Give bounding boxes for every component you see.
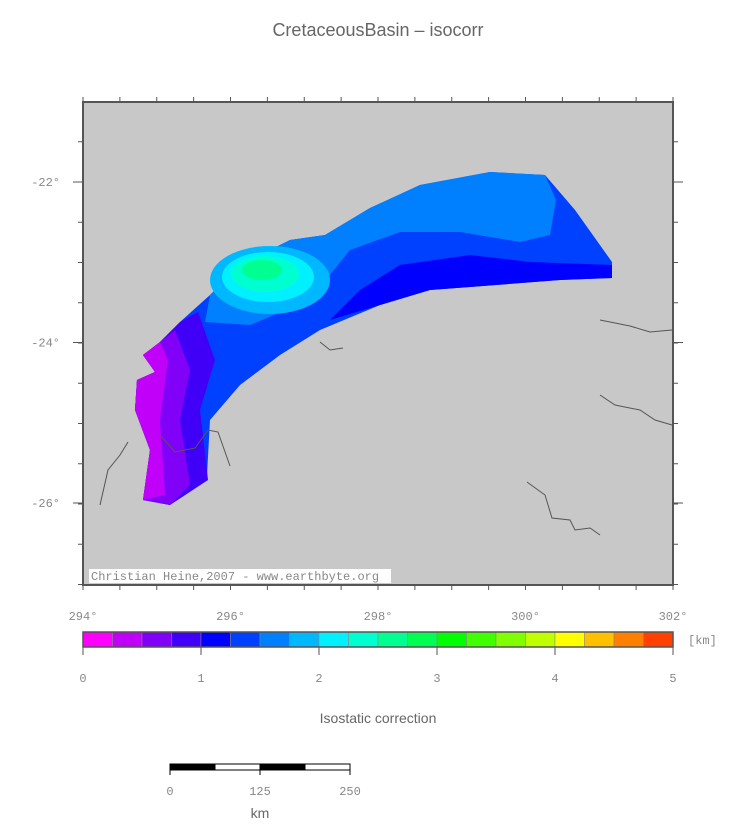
color-swatch — [554, 631, 585, 648]
x-tick-label: 296° — [216, 610, 245, 624]
colorbar-tick-label: 5 — [669, 672, 676, 686]
scale-segment — [169, 763, 216, 771]
colorbar-tick-label: 1 — [197, 672, 204, 686]
y-tick-label: -24° — [31, 337, 60, 351]
color-swatch — [289, 631, 320, 648]
color-swatch — [377, 631, 408, 648]
scale-segment — [214, 763, 261, 771]
title: CretaceousBasin – isocorr — [272, 20, 483, 40]
credit-box — [89, 569, 391, 583]
colorbar-frame — [82, 631, 674, 648]
basin-band — [242, 260, 282, 280]
map-frame: Christian Heine,2007 - www.earthbyte.org — [82, 101, 674, 586]
basin-band — [135, 342, 168, 500]
colorbar-tick-label: 2 — [315, 672, 322, 686]
colorbar-tick-label: 3 — [433, 672, 440, 686]
colorbar-label: Isostatic correction — [320, 710, 437, 726]
color-swatch — [200, 631, 231, 648]
basin-band — [330, 255, 612, 320]
color-swatch — [348, 631, 379, 648]
scale-tick-label: 125 — [249, 785, 271, 799]
scale-tick-label: 250 — [339, 785, 361, 799]
color-swatch — [112, 631, 143, 648]
coastlines — [99, 319, 673, 536]
color-swatch — [82, 631, 113, 648]
color-swatch — [171, 631, 202, 648]
frame-ticks: 294° 296° 298° 300° 302° -22° -24° -26° — [31, 97, 687, 624]
x-tick-label: 294° — [69, 610, 98, 624]
scale-bar: 0 125 250 — [166, 763, 361, 799]
y-tick-label: -22° — [31, 176, 60, 190]
basin — [135, 172, 612, 505]
color-swatch — [466, 631, 497, 648]
credit: Christian Heine,2007 - www.earthbyte.org — [91, 570, 379, 584]
scale-unit: km — [251, 805, 270, 821]
x-tick-label: 302° — [659, 610, 688, 624]
color-swatch — [318, 631, 349, 648]
color-swatch — [613, 631, 644, 648]
scale-segment — [304, 763, 351, 771]
colorbar: 0 1 2 3 4 5 — [79, 631, 677, 686]
color-swatch — [643, 631, 674, 648]
color-swatch — [259, 631, 290, 648]
x-tick-label: 300° — [511, 610, 540, 624]
scale-tick-label: 0 — [166, 785, 173, 799]
color-swatch — [407, 631, 438, 648]
color-swatch — [584, 631, 615, 648]
colorbar-unit: [km] — [688, 634, 717, 648]
colorbar-tick-label: 4 — [551, 672, 558, 686]
color-swatch — [230, 631, 261, 648]
y-tick-label: -26° — [31, 497, 60, 511]
color-swatch — [141, 631, 172, 648]
color-swatch — [436, 631, 467, 648]
color-swatch — [495, 631, 526, 648]
colorbar-tick-label: 0 — [79, 672, 86, 686]
scale-segment — [259, 763, 306, 771]
x-tick-label: 298° — [364, 610, 393, 624]
color-swatch — [525, 631, 556, 648]
